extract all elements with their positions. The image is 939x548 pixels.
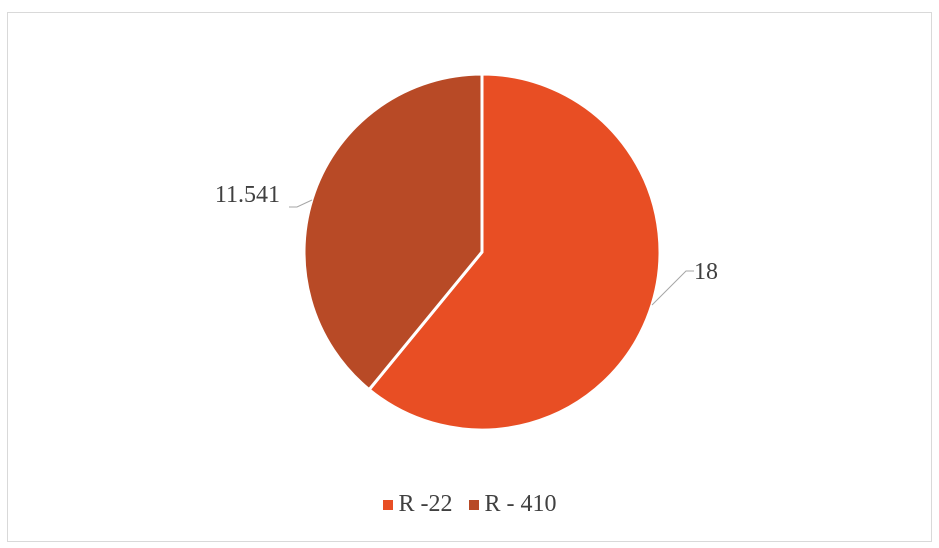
data-label-2: 11.541 xyxy=(215,182,280,208)
pie-slice-2 xyxy=(302,72,484,392)
legend-label-2: R - 410 xyxy=(484,491,557,517)
leader-line-2 xyxy=(289,199,313,208)
legend-swatch-1 xyxy=(382,499,393,510)
legend-item-2: R - 410 xyxy=(468,491,557,518)
leader-line-1 xyxy=(651,270,694,306)
legend: R -22 R - 410 xyxy=(0,491,939,518)
pie-slice-1 xyxy=(367,72,662,432)
legend-swatch-2 xyxy=(468,499,479,510)
legend-item-1: R -22 xyxy=(382,491,453,518)
data-label-1: 18 xyxy=(694,259,718,285)
legend-label-1: R -22 xyxy=(398,491,453,517)
